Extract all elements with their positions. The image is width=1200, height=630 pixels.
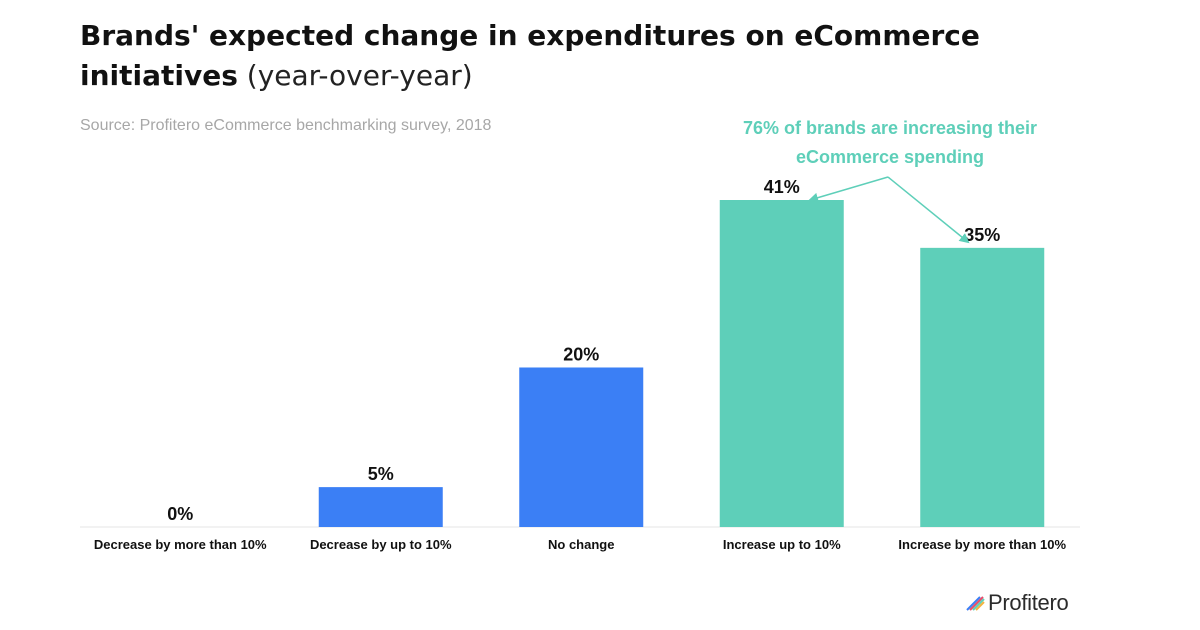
category-label-4: Increase by more than 10% [898, 537, 1066, 552]
profitero-mark-icon [966, 596, 985, 611]
bar-4 [920, 247, 1045, 528]
annotation-callout: 76% of brands are increasing their eComm… [742, 118, 1038, 167]
profitero-logo: Profitero [966, 590, 1069, 616]
category-label-2: No change [548, 537, 614, 552]
bar-2 [519, 367, 644, 527]
callout-arrow-right [887, 176, 970, 244]
bar-value-label-2: 20% [563, 344, 599, 364]
bar-value-label-3: 41% [764, 177, 800, 197]
category-label-1: Decrease by up to 10% [310, 537, 452, 552]
bar-1 [318, 487, 443, 527]
profitero-logo-text: Profitero [988, 590, 1069, 615]
chart-title: Brands' expected change in expenditures … [80, 16, 980, 96]
bar-3 [719, 200, 844, 527]
category-label-3: Increase up to 10% [723, 537, 841, 552]
bar-value-label-1: 5% [368, 464, 394, 484]
chart-title-suffix: (year-over-year) [237, 59, 473, 92]
callout-arrow-left [808, 176, 889, 203]
category-label-0: Decrease by more than 10% [94, 537, 267, 552]
bar-value-label-4: 35% [964, 225, 1000, 245]
bars-group: 0% Decrease by more than 10% 5% Decrease by… [94, 177, 1067, 552]
source-note: Source: Profitero eCommerce benchmarking… [80, 117, 492, 134]
chart-title-main: Brands' expected change in expenditures … [80, 19, 980, 92]
bar-value-label-0: 0% [167, 504, 193, 524]
